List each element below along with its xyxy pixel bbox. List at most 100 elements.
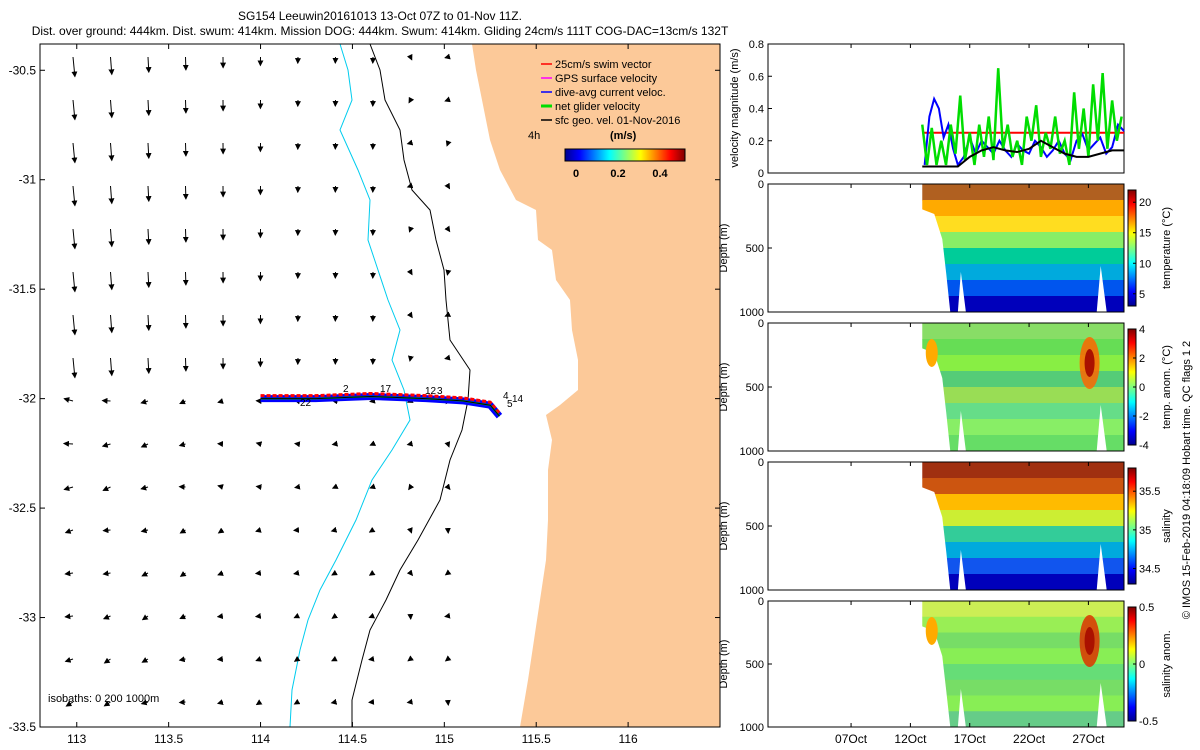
section-y-tick-label: 0 [758, 596, 764, 608]
section-gap [1096, 405, 1107, 451]
legend-item-net: net glider velocity [541, 101, 640, 113]
section-gap [1096, 266, 1107, 312]
map-colorbar-title: (m/s) [610, 130, 637, 142]
map-frame [39, 43, 721, 728]
colorbar-tick-label: 2 [1139, 353, 1145, 365]
current-vector [101, 441, 111, 448]
section-mask [921, 209, 951, 312]
track-label: 5 [507, 399, 513, 410]
current-vector [102, 527, 111, 534]
current-vector [254, 612, 262, 619]
current-vector [255, 484, 262, 491]
current-vector [406, 311, 413, 319]
current-vector [255, 699, 263, 706]
current-vector [71, 56, 78, 78]
current-vector [64, 613, 74, 620]
current-vector [217, 484, 224, 490]
section-band [922, 216, 1124, 233]
current-vector [293, 655, 301, 662]
current-vector [103, 700, 111, 707]
colorbar-tick-label: 4 [1139, 324, 1145, 336]
current-vector [331, 440, 339, 447]
current-vector [217, 527, 225, 534]
current-vector [62, 440, 74, 447]
current-vector [140, 442, 149, 448]
section-band [922, 542, 1124, 559]
section-y-tick-label: 0 [758, 457, 764, 469]
current-vector [145, 142, 152, 160]
section-panel-2: 0 500 1000 Depth (m) 4 2 0 -2 -4 temp. anom. (°C) [718, 318, 1173, 458]
current-vector [216, 613, 224, 620]
current-vector [63, 485, 74, 491]
section-colorbar [1127, 189, 1137, 307]
current-vector [406, 182, 414, 189]
colorbar-tick-label: 10 [1139, 258, 1151, 270]
current-vector [444, 311, 452, 317]
current-vector [406, 698, 413, 705]
current-vector [108, 314, 115, 334]
current-vector [445, 140, 452, 147]
current-vector [294, 483, 301, 490]
velocity-panel: 0 0.2 0.4 0.6 0.8 velocity magnitude (m/s) [729, 39, 1125, 180]
colorbar-tick-label: 20 [1139, 197, 1151, 209]
current-vector [145, 271, 152, 289]
current-vector [444, 354, 451, 361]
section-band [922, 339, 1124, 356]
current-vector [145, 56, 152, 74]
legend-label-sfc: sfc geo. vel. 01-Nov-2016 [555, 115, 680, 127]
section-mask [921, 348, 951, 451]
section-band [922, 419, 1124, 436]
track-swim [260, 391, 501, 415]
colorbar-tick-label: 34.5 [1139, 564, 1160, 576]
credit-text: © IMOS 15-Feb-2019 04:18:09 Hobart time.… [1181, 341, 1193, 619]
section-band [922, 435, 1124, 452]
section-gap [1096, 544, 1107, 590]
scale-label: 4h [528, 130, 540, 142]
legend-item-sfc: sfc geo. vel. 01-Nov-2016 [541, 115, 680, 127]
current-vector [140, 484, 149, 491]
current-vector [108, 228, 115, 248]
current-vector [331, 612, 339, 619]
colorbar-tick-label: 35.5 [1139, 486, 1160, 498]
track-label: 12 [425, 386, 437, 397]
current-vector [102, 485, 111, 492]
current-vector [369, 483, 376, 490]
map-y-tick-label: -31.5 [9, 282, 37, 296]
current-vector [145, 357, 152, 375]
colorbar-tick-label: 0 [1139, 382, 1145, 394]
section-y-tick-label: 500 [746, 382, 764, 394]
section-band [922, 355, 1124, 372]
current-vector [145, 185, 152, 203]
current-vector [178, 441, 186, 448]
section-gap [1096, 683, 1107, 727]
current-vector [103, 657, 111, 664]
section-band [922, 323, 1124, 340]
section-band [922, 200, 1124, 217]
section-band [922, 462, 1124, 479]
map-x-tick-label: 115 [435, 732, 454, 746]
map-x-tick-label: 116 [619, 732, 638, 746]
current-vector [255, 656, 262, 662]
current-vector [444, 569, 452, 576]
colorbar-label: salinity [1161, 509, 1173, 543]
current-vector [145, 99, 152, 117]
map-legend: 25cm/s swim vector GPS surface velocity … [528, 59, 686, 180]
map-axes: 113 113.5 114 114.5 115 115.5 116 -30.5 -31 -31.5… [9, 44, 720, 746]
current-vector [330, 526, 338, 533]
velocity-series [921, 68, 1125, 168]
section-band [922, 711, 1124, 728]
map-colorbar-tick: 0 [573, 168, 579, 180]
current-vector [444, 182, 451, 190]
track-label: 14 [512, 394, 524, 405]
current-vector [330, 698, 338, 705]
current-vector [108, 271, 115, 291]
current-vector [71, 357, 78, 379]
current-vector [108, 56, 115, 76]
velocity-axis: 0 0.2 0.4 0.6 0.8 [749, 39, 772, 180]
current-vector [369, 440, 377, 446]
legend-item-swim: 25cm/s swim vector [541, 59, 652, 71]
current-vector [102, 614, 111, 620]
section-band [922, 695, 1124, 712]
current-vector [141, 571, 149, 577]
current-vector [293, 698, 301, 705]
